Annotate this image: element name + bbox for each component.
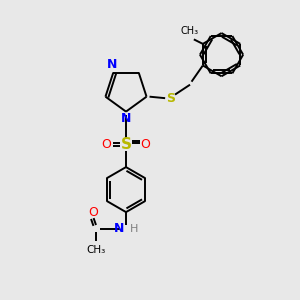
Text: CH₃: CH₃ [86,245,106,255]
Text: S: S [121,137,131,152]
Text: O: O [89,206,98,219]
Text: H: H [130,224,138,234]
Text: O: O [102,138,111,151]
Text: N: N [114,222,124,235]
Text: O: O [141,138,150,151]
Text: CH₃: CH₃ [180,26,198,36]
Text: S: S [166,92,175,105]
Text: N: N [121,112,131,125]
Text: N: N [106,58,117,71]
